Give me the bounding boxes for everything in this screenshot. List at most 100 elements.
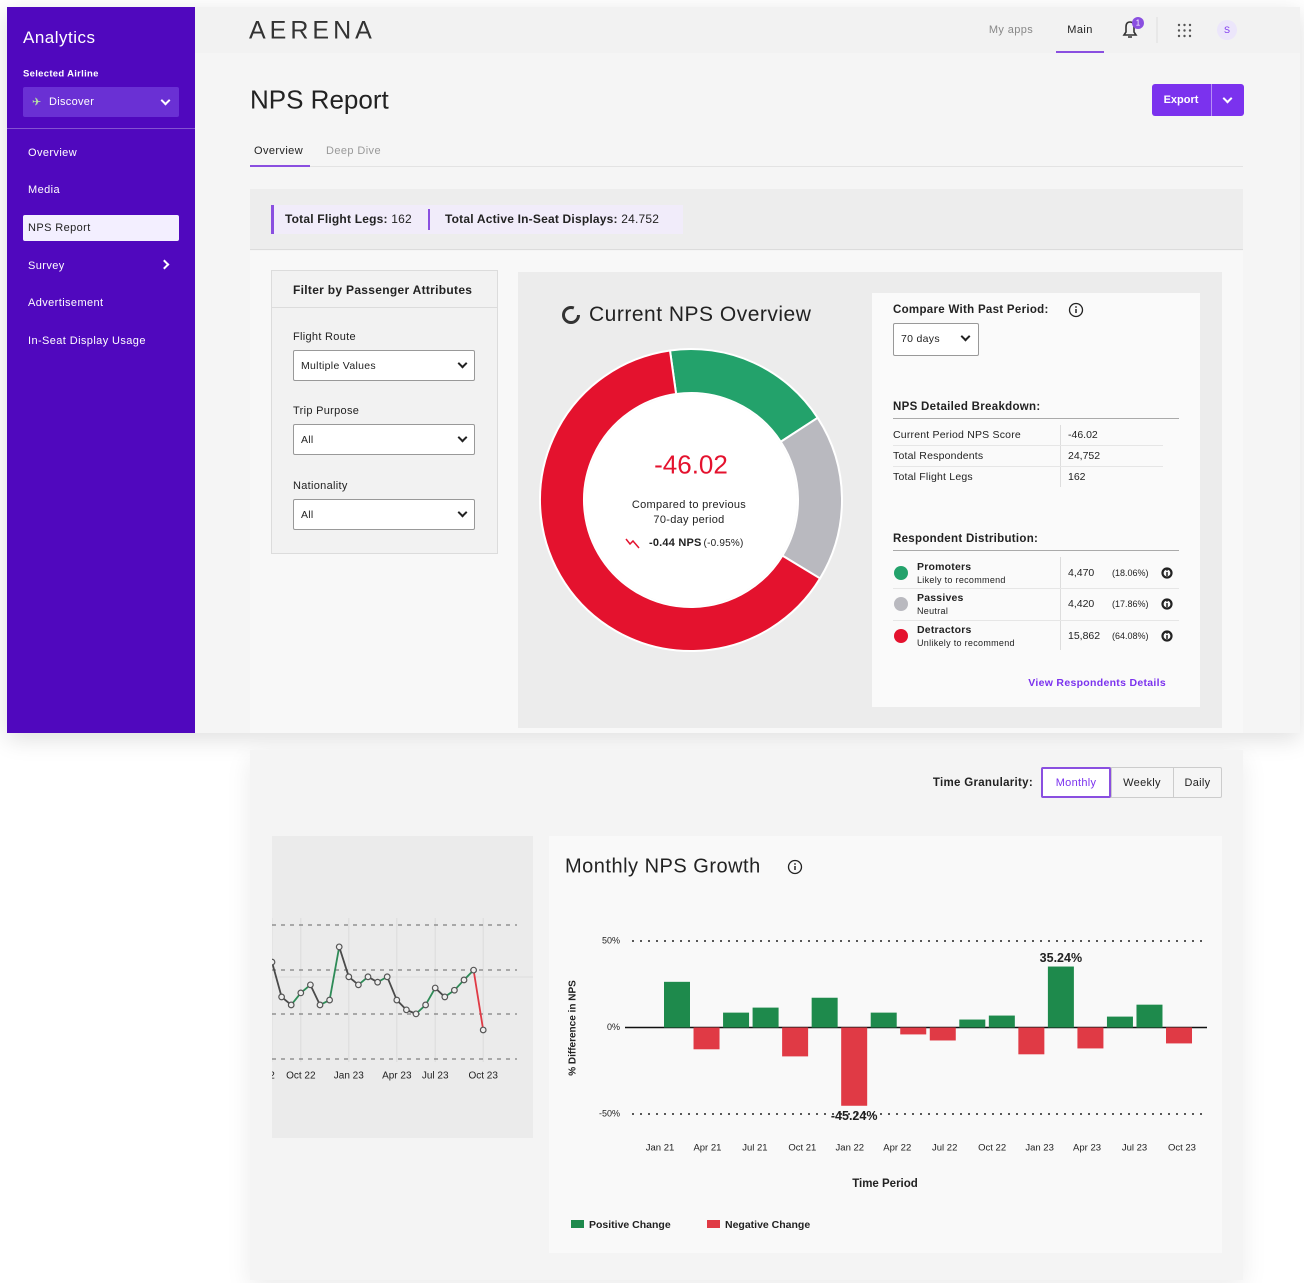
line-point <box>441 993 449 1001</box>
apps-dot <box>1188 34 1192 38</box>
legend-swatch <box>707 1220 720 1228</box>
nps-change-pct: (-0.95%) <box>703 538 744 549</box>
line-point <box>431 984 439 992</box>
info-icon-dot <box>1166 632 1168 634</box>
granularity-option[interactable]: Monthly <box>1055 777 1097 789</box>
breakdown-value: 24,752 <box>1068 450 1101 462</box>
x-tick-label: Oct 22 <box>978 1143 1006 1154</box>
apps-dot <box>1188 23 1192 27</box>
stat: Total Active In-Seat Displays: 24.752 <box>445 212 659 226</box>
header-link[interactable]: My apps <box>988 24 1034 36</box>
granularity-option[interactable]: Weekly <box>1123 777 1161 789</box>
line-point <box>287 1001 295 1009</box>
filter-value[interactable]: All <box>301 433 314 446</box>
nav-item[interactable]: Survey <box>28 260 65 272</box>
distribution-name: Promoters <box>917 561 972 573</box>
x-axis-label: Time Period <box>852 1178 918 1190</box>
header-link[interactable]: Main <box>1067 24 1093 36</box>
bar-value-label: -45.24% <box>831 1109 878 1123</box>
notification-count: 1 <box>1136 19 1141 28</box>
respondents-link[interactable]: View Respondents Details <box>1028 677 1166 689</box>
tabs-baseline <box>250 166 1243 167</box>
export-label[interactable]: Export <box>1163 94 1199 106</box>
nav-item[interactable]: Overview <box>28 147 78 159</box>
filter-header-line <box>272 307 497 308</box>
breakdown-label: Total Flight Legs <box>893 471 973 483</box>
sidebar <box>7 7 195 733</box>
distribution-desc: Likely to recommend <box>917 575 1006 585</box>
distribution-count: 4,420 <box>1068 598 1095 610</box>
info-icon <box>1161 630 1173 642</box>
line-point <box>403 1006 410 1014</box>
filter-value[interactable]: Multiple Values <box>301 359 376 372</box>
donut-segment <box>539 349 822 652</box>
nav-item[interactable]: In-Seat Display Usage <box>28 335 146 347</box>
distribution-row-line <box>893 620 1179 621</box>
apps-dot <box>1177 34 1181 38</box>
period-select[interactable] <box>893 323 979 356</box>
legend-label: Negative Change <box>725 1219 810 1231</box>
x-tick-label: Apr 23 <box>1073 1143 1101 1154</box>
period-value[interactable]: 70 days <box>901 333 940 345</box>
nav-item[interactable]: NPS Report <box>28 222 91 234</box>
granularity-option[interactable]: Daily <box>1184 777 1211 789</box>
breakdown-value: 162 <box>1068 471 1086 483</box>
x-tick-label: Apr 22 <box>883 1143 911 1154</box>
line-point <box>335 943 343 951</box>
breakdown-label: Total Respondents <box>893 450 984 462</box>
info-icon-dot <box>1166 569 1168 571</box>
distribution-count: 4,470 <box>1068 567 1095 579</box>
y-tick-label: -50% <box>599 1108 620 1118</box>
distribution-header-line <box>893 550 1179 551</box>
filter-select[interactable] <box>293 499 475 530</box>
granularity-label: Time Granularity: <box>932 777 1033 789</box>
breakdown-header-line <box>893 418 1179 419</box>
nps-change-value: -0.44 NPS <box>649 537 702 549</box>
line-point <box>316 1001 324 1009</box>
tab[interactable]: Overview <box>254 145 304 157</box>
sidebar-title: Analytics <box>23 28 96 47</box>
line-chart: 2 Oct 22 Jan 23 Apr 23 Jul 23 Oct 23 <box>269 918 533 1082</box>
tab[interactable]: Deep Dive <box>326 145 381 157</box>
bar <box>1136 1004 1163 1028</box>
legend-label: Positive Change <box>589 1219 671 1231</box>
bar-value-label: 35.24% <box>1040 951 1082 965</box>
filter-label: Nationality <box>293 480 348 492</box>
bar <box>693 1027 720 1050</box>
apps-dot <box>1188 29 1192 32</box>
period-label: Compare With Past Period: <box>893 304 1049 316</box>
nav-item[interactable]: Advertisement <box>28 297 104 309</box>
line-segment <box>272 961 283 998</box>
x-tick-label: Jan 21 <box>646 1143 675 1154</box>
granularity-selected <box>1041 767 1111 798</box>
airline-value[interactable]: Discover <box>49 96 95 108</box>
line-segment <box>386 976 398 1001</box>
bar <box>664 981 690 1028</box>
stat: Total Flight Legs: 162 <box>285 212 412 226</box>
stat-label: Total Flight Legs: <box>285 212 388 226</box>
distribution-pct: (17.86%) <box>1112 599 1149 609</box>
y-axis-label: % Difference in NPS <box>568 980 579 1076</box>
stat-value: 24.752 <box>621 212 660 226</box>
nav-item[interactable]: Media <box>28 184 60 196</box>
info-icon-dot <box>1075 306 1077 308</box>
line-point <box>383 973 391 981</box>
breakdown-label: Current Period NPS Score <box>893 429 1021 441</box>
info-icon-dot <box>794 863 796 865</box>
filter-select[interactable] <box>293 424 475 455</box>
nav-active-bg <box>23 215 179 241</box>
filter-label: Flight Route <box>293 331 356 343</box>
distribution-name: Detractors <box>917 624 972 636</box>
x-tick-label: Jul 23 <box>422 1071 449 1082</box>
bar <box>752 1007 779 1028</box>
export-button[interactable] <box>1152 84 1244 116</box>
legend-dot <box>894 629 908 643</box>
filter-value[interactable]: All <box>301 508 314 521</box>
compare-text: Compared to previous <box>631 499 747 511</box>
airline-select[interactable] <box>23 87 179 117</box>
filter-select[interactable] <box>293 350 475 381</box>
sidebar-divider <box>7 128 195 129</box>
breakdown-panel <box>872 293 1200 707</box>
x-tick-label: 2 <box>269 1071 275 1082</box>
